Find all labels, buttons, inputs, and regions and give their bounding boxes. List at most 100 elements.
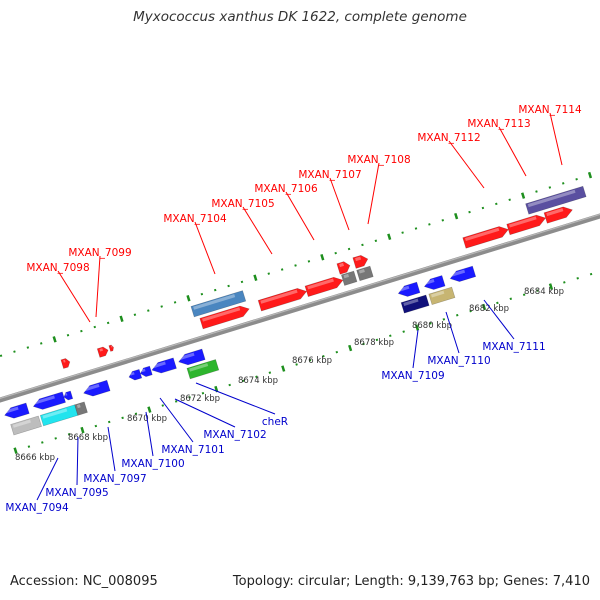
- tick-mark: [134, 412, 138, 415]
- forward-gene-arrow[interactable]: [190, 290, 247, 318]
- tick-mark: [188, 396, 191, 399]
- tick-mark: [389, 334, 392, 337]
- forward-gene-arrow[interactable]: [462, 224, 510, 249]
- forward-gene-arrow[interactable]: [352, 254, 370, 269]
- tick-mark: [255, 375, 258, 379]
- reverse-gene-label[interactable]: MXAN_7109: [381, 329, 445, 382]
- reverse-gene-arrow[interactable]: [400, 294, 430, 314]
- reverse-gene-arrow[interactable]: [39, 404, 79, 427]
- forward-gene-arrow[interactable]: [304, 275, 345, 297]
- reverse-gene-label[interactable]: MXAN_7100: [121, 411, 185, 470]
- forward-gene-arrow[interactable]: [199, 304, 251, 330]
- reverse-gene-arrow[interactable]: [177, 348, 206, 367]
- reverse-gene-arrow[interactable]: [74, 401, 88, 416]
- reverse-gene-arrow[interactable]: [10, 415, 42, 436]
- tick-mark: [201, 391, 205, 395]
- forward-gene-label[interactable]: MXAN_7099: [68, 247, 132, 318]
- reverse-gene-arrow[interactable]: [150, 357, 177, 376]
- reverse-gene-label[interactable]: MXAN_7102: [174, 398, 267, 441]
- tick-mark: [66, 333, 70, 337]
- forward-gene-label[interactable]: MXAN_7114: [518, 104, 582, 166]
- forward-gene-arrow[interactable]: [108, 344, 115, 352]
- forward-gene-label[interactable]: MXAN_7107: [298, 169, 362, 231]
- reverse-gene-label[interactable]: MXAN_7111: [482, 299, 546, 353]
- kbp-scale-label: 8680 kbp: [412, 321, 452, 331]
- tick-mark: [374, 239, 378, 243]
- tick-mark: [521, 192, 526, 199]
- kbp-scale-label: 8668 kbp: [68, 433, 108, 443]
- tick-mark: [106, 321, 110, 325]
- svg-text:MXAN_7098: MXAN_7098: [26, 262, 89, 274]
- tick-mark: [161, 404, 165, 407]
- forward-gene-arrow[interactable]: [96, 346, 109, 358]
- tick-mark: [334, 251, 337, 255]
- reverse-gene-arrow[interactable]: [128, 368, 143, 381]
- kbp-scale-label: 8676 kbp: [292, 356, 332, 366]
- reverse-gene-arrow[interactable]: [32, 391, 66, 412]
- svg-text:MXAN_7097: MXAN_7097: [83, 473, 146, 485]
- forward-gene-label[interactable]: MXAN_7105: [211, 198, 275, 255]
- tick-mark: [509, 297, 513, 301]
- reverse-gene-label[interactable]: MXAN_7110: [427, 311, 491, 367]
- forward-gene-label[interactable]: MXAN_7108: [347, 154, 411, 225]
- tick-mark: [429, 322, 432, 325]
- reverse-gene-label[interactable]: cheR: [195, 382, 288, 428]
- forward-gene-arrow[interactable]: [506, 213, 548, 236]
- reverse-gene-arrow[interactable]: [397, 281, 421, 299]
- reverse-gene-arrow[interactable]: [63, 390, 74, 401]
- tick-mark: [295, 363, 298, 366]
- reverse-gene-label[interactable]: MXAN_7095: [45, 436, 109, 499]
- forward-gene-label[interactable]: MXAN_7113: [467, 118, 531, 177]
- tick-mark: [535, 190, 538, 193]
- forward-gene-label[interactable]: MXAN_7104: [163, 213, 227, 275]
- forward-gene-arrow[interactable]: [356, 265, 374, 282]
- reverse-gene-arrow[interactable]: [3, 402, 30, 421]
- tick-mark: [228, 383, 231, 387]
- reverse-gene-arrow[interactable]: [82, 379, 111, 398]
- forward-gene-arrow[interactable]: [336, 260, 352, 275]
- tick-mark: [481, 206, 485, 210]
- tick-mark: [495, 202, 498, 206]
- genome-backbone: [0, 213, 600, 403]
- svg-text:MXAN_7104: MXAN_7104: [163, 213, 227, 225]
- tick-mark: [67, 433, 71, 436]
- forward-gene-arrow[interactable]: [340, 270, 358, 286]
- map-title: Myxococcus xanthus DK 1622, complete gen…: [133, 9, 467, 25]
- tick-mark: [442, 318, 446, 321]
- tick-mark: [147, 406, 152, 413]
- reverse-gene-arrow[interactable]: [139, 365, 153, 378]
- reverse-gene-arrow[interactable]: [423, 275, 446, 291]
- accession-text: Accession: NC_008095: [10, 574, 158, 589]
- forward-gene-label[interactable]: MXAN_7112: [417, 132, 485, 189]
- tick-mark: [320, 253, 325, 261]
- tick-mark: [347, 247, 351, 251]
- tick-mark: [563, 281, 566, 284]
- tick-mark: [441, 219, 445, 222]
- tick-mark: [0, 354, 3, 357]
- tick-mark: [536, 289, 539, 292]
- reverse-gene-label[interactable]: MXAN_7094: [5, 457, 69, 514]
- forward-gene-arrow[interactable]: [525, 185, 587, 215]
- reverse-gene-arrow[interactable]: [449, 265, 477, 284]
- reverse-gene-label[interactable]: MXAN_7101: [159, 397, 225, 456]
- tick-mark: [186, 295, 191, 302]
- tick-mark: [267, 272, 271, 275]
- forward-gene-arrow[interactable]: [543, 205, 574, 224]
- forward-gene-arrow[interactable]: [257, 286, 308, 312]
- tick-mark: [496, 301, 499, 305]
- tick-mark: [13, 350, 16, 353]
- reverse-gene-arrow[interactable]: [186, 359, 220, 380]
- forward-gene-label[interactable]: MXAN_7098: [26, 262, 91, 323]
- forward-gene-arrow[interactable]: [60, 358, 71, 369]
- tick-mark: [240, 280, 244, 284]
- reverse-gene-arrow[interactable]: [428, 286, 456, 306]
- tick-mark: [121, 416, 124, 420]
- kbp-scale-label: 8674 kbp: [238, 376, 278, 386]
- tick-mark: [13, 447, 18, 454]
- forward-gene-label[interactable]: MXAN_7106: [254, 183, 318, 241]
- reverse-gene-label[interactable]: MXAN_7097: [83, 426, 147, 485]
- tick-mark: [294, 264, 297, 267]
- tick-mark: [227, 284, 230, 288]
- tick-mark: [322, 355, 325, 358]
